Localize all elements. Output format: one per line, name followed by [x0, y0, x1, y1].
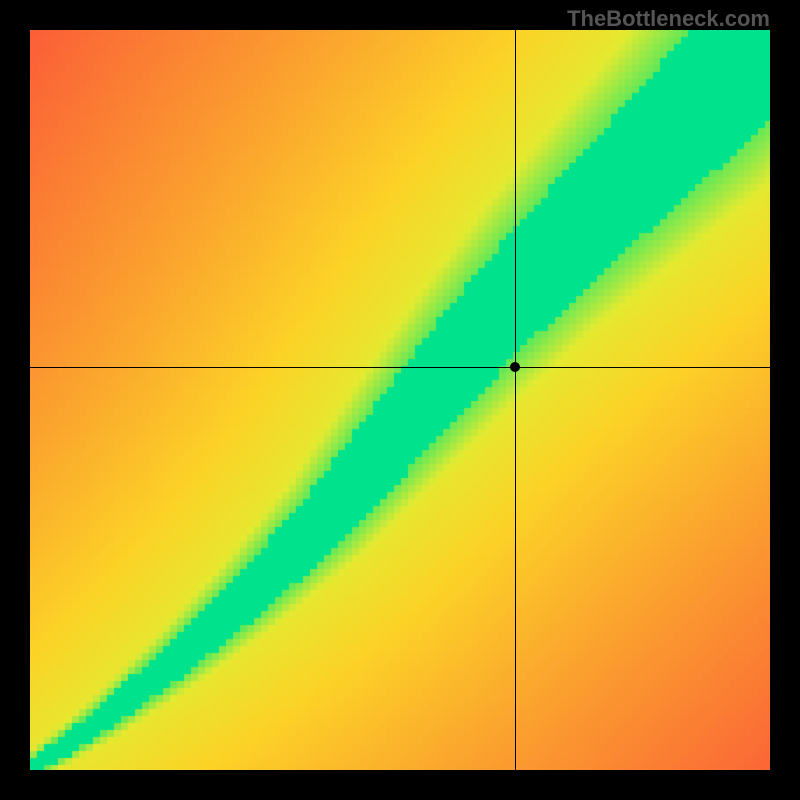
- crosshair-vertical: [515, 30, 516, 770]
- crosshair-marker: [510, 362, 520, 372]
- chart-container: TheBottleneck.com: [0, 0, 800, 800]
- heatmap-canvas: [30, 30, 770, 770]
- crosshair-horizontal: [30, 367, 770, 368]
- watermark-label: TheBottleneck.com: [567, 6, 770, 32]
- plot-area: [30, 30, 770, 770]
